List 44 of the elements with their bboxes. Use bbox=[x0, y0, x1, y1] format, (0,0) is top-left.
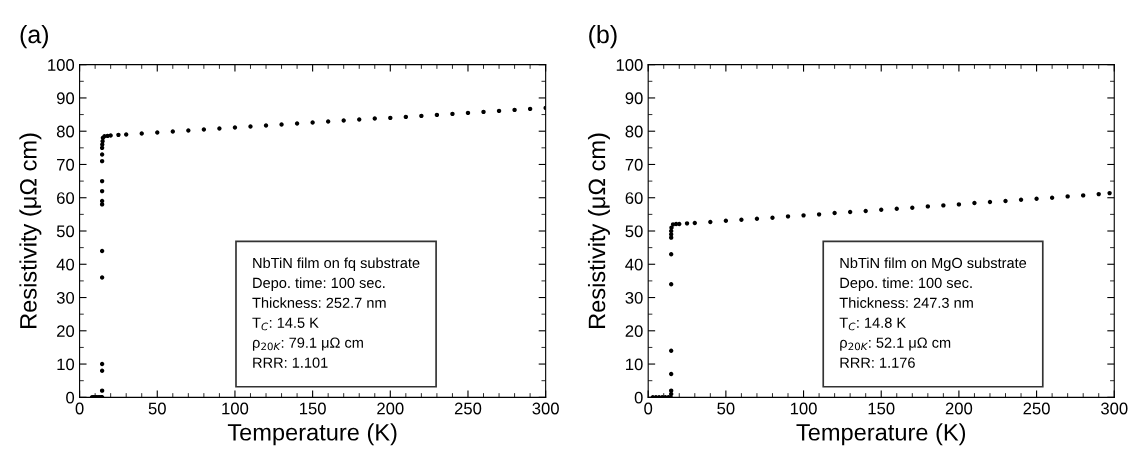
x-tick-label: 200 bbox=[377, 402, 404, 415]
x-tick-label: 200 bbox=[945, 402, 973, 415]
x-tick-label: 300 bbox=[532, 402, 559, 415]
y-tick-label: 60 bbox=[625, 192, 643, 204]
text: NbTiN film on fq substrate Depo. time: 100 sec. Thickness: 252.7 nm T$_{C}$: 14.5 K ρ$_{20K}$: 79.1 μΩ cm RRR: 1.101 bbox=[252, 257, 420, 368]
y-tick-label: 70 bbox=[625, 158, 643, 171]
y-tick-label: 30 bbox=[625, 291, 643, 304]
x-tick-label: 100 bbox=[222, 402, 249, 415]
x-axis-title: Temperature (K) bbox=[227, 423, 397, 446]
x-tick-label: 0 bbox=[75, 402, 84, 415]
x-tick-label: 50 bbox=[148, 402, 166, 415]
y-tick-label: 40 bbox=[625, 258, 643, 271]
y-tick-label: 10 bbox=[57, 358, 75, 371]
x-tick-label: 300 bbox=[1100, 402, 1128, 415]
y-axis-title: Resistivity (μΩ cm) bbox=[19, 133, 42, 328]
y-tick-label: 100 bbox=[616, 59, 643, 71]
y-tick-label: 0 bbox=[634, 391, 643, 404]
y-tick-label: 50 bbox=[56, 225, 75, 238]
y-tick-label: 70 bbox=[57, 158, 75, 171]
y-tick-label: 30 bbox=[56, 291, 75, 304]
x-tick-label: 150 bbox=[299, 402, 326, 415]
y-tick-label: 60 bbox=[57, 192, 75, 204]
chart-title: (b) bbox=[589, 24, 617, 49]
x-tick-label: 0 bbox=[644, 402, 653, 415]
y-tick-label: 80 bbox=[56, 125, 75, 138]
x-tick-label: 250 bbox=[454, 402, 482, 415]
x-tick-label: 150 bbox=[868, 402, 895, 415]
y-axis-title: Resistivity (μΩ cm) bbox=[587, 133, 610, 328]
text: NbTiN film on MgO substrate Depo. time: 100 sec. Thickness: 247.3 nm T$_{C}$: 14.8 K ρ$_{20K}$: 52.1 μΩ cm RRR: 1.176 bbox=[839, 257, 1027, 368]
y-tick-label: 100 bbox=[48, 59, 75, 71]
y-tick-label: 50 bbox=[625, 225, 643, 238]
y-tick-label: 90 bbox=[625, 92, 643, 105]
y-tick-label: 40 bbox=[56, 258, 75, 271]
y-tick-label: 0 bbox=[66, 391, 75, 404]
x-axis-title: Temperature (K) bbox=[796, 423, 966, 446]
y-tick-label: 10 bbox=[626, 358, 643, 371]
x-tick-label: 50 bbox=[717, 402, 735, 415]
x-tick-label: 250 bbox=[1023, 402, 1050, 415]
y-tick-label: 20 bbox=[625, 325, 643, 337]
chart-title: (a) bbox=[20, 24, 48, 49]
y-tick-label: 80 bbox=[625, 125, 643, 138]
x-tick-label: 100 bbox=[790, 402, 817, 415]
y-tick-label: 90 bbox=[56, 92, 75, 105]
y-tick-label: 20 bbox=[57, 325, 75, 337]
